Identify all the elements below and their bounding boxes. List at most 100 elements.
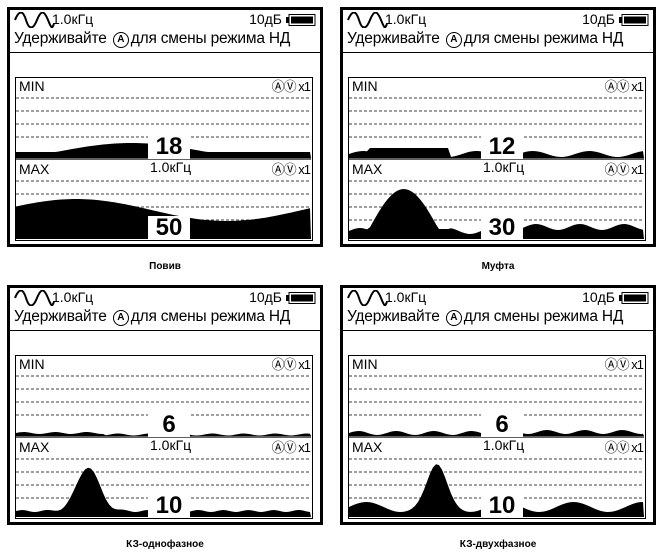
circle-a-icon: A bbox=[445, 32, 462, 48]
max-frequency: 1.0кГц bbox=[149, 437, 193, 453]
frequency-readout: 1.0кГц bbox=[52, 11, 94, 27]
max-label: MAX bbox=[351, 161, 384, 177]
up-down-arrows-icon: ⒶⓋ bbox=[271, 162, 297, 177]
max-scale: x1 bbox=[298, 440, 311, 455]
min-label: MIN bbox=[351, 356, 379, 372]
panel-caption: Повив bbox=[149, 261, 181, 272]
circle-a-icon: A bbox=[112, 32, 129, 48]
min-waveform bbox=[16, 432, 311, 436]
gain-readout: 10дБ bbox=[582, 289, 615, 305]
max-scale-control: ⒶⓋ x1 bbox=[604, 440, 644, 455]
min-scale: x1 bbox=[631, 357, 644, 372]
graphs-area: MIN ⒶⓋ x1 MAX 1.0кГц ⒶⓋ x1 6 10 bbox=[348, 355, 646, 519]
status-bar: 1.0кГц 10дБ bbox=[10, 10, 320, 30]
frequency-readout: 1.0кГц bbox=[385, 11, 427, 27]
min-scale: x1 bbox=[298, 357, 311, 372]
up-down-arrows-icon: ⒶⓋ bbox=[271, 440, 297, 455]
hint-text-before: Удерживайте bbox=[14, 30, 107, 47]
max-frequency: 1.0кГц bbox=[482, 437, 526, 453]
panel-caption: КЗ-однофазное bbox=[126, 539, 204, 550]
status-bar: 1.0кГц 10дБ bbox=[343, 288, 653, 308]
graph-canvas bbox=[349, 375, 644, 517]
battery-icon bbox=[286, 292, 316, 304]
gain-readout: 10дБ bbox=[249, 11, 282, 27]
max-frequency: 1.0кГц bbox=[149, 159, 193, 175]
battery-icon bbox=[286, 14, 316, 26]
min-value: 6 bbox=[148, 413, 190, 437]
graphs-area: MIN ⒶⓋ x1 MAX 1.0кГц ⒶⓋ x1 12 30 bbox=[348, 77, 646, 241]
up-down-arrows-icon: ⒶⓋ bbox=[271, 79, 297, 94]
divider bbox=[343, 330, 653, 331]
up-down-arrows-icon: ⒶⓋ bbox=[271, 357, 297, 372]
circle-a-icon: A bbox=[445, 310, 462, 326]
battery-icon bbox=[619, 292, 649, 304]
max-label: MAX bbox=[351, 439, 384, 455]
hint-text-after: для смены режима НД bbox=[130, 30, 291, 47]
status-bar: 1.0кГц 10дБ bbox=[343, 10, 653, 30]
battery-icon bbox=[619, 14, 649, 26]
min-value: 18 bbox=[148, 135, 190, 159]
gain-readout: 10дБ bbox=[582, 11, 615, 27]
max-waveform bbox=[349, 189, 644, 239]
min-label: MIN bbox=[351, 78, 379, 94]
max-value: 10 bbox=[148, 494, 190, 518]
wave-icon bbox=[347, 12, 388, 28]
up-down-arrows-icon: ⒶⓋ bbox=[604, 79, 630, 94]
graph-canvas bbox=[349, 97, 644, 239]
hint-text-before: Удерживайте bbox=[347, 30, 440, 47]
max-scale-control: ⒶⓋ x1 bbox=[271, 162, 311, 177]
gain-readout: 10дБ bbox=[249, 289, 282, 305]
divider bbox=[10, 52, 320, 53]
up-down-arrows-icon: ⒶⓋ bbox=[604, 357, 630, 372]
divider bbox=[10, 330, 320, 331]
max-value: 50 bbox=[148, 216, 190, 240]
max-value: 30 bbox=[481, 216, 523, 240]
graphs-area: MIN ⒶⓋ x1 MAX 1.0кГц ⒶⓋ x1 18 50 bbox=[15, 77, 313, 241]
max-scale: x1 bbox=[631, 162, 644, 177]
frequency-readout: 1.0кГц bbox=[52, 289, 94, 305]
graph-canvas bbox=[16, 375, 311, 517]
hint-text-before: Удерживайте bbox=[347, 308, 440, 325]
wave-icon bbox=[14, 12, 55, 28]
status-bar: 1.0кГц 10дБ bbox=[10, 288, 320, 308]
min-scale-control: ⒶⓋ x1 bbox=[271, 79, 311, 94]
max-waveform bbox=[16, 467, 311, 517]
wave-icon bbox=[347, 290, 388, 306]
divider bbox=[343, 52, 653, 53]
max-scale: x1 bbox=[631, 440, 644, 455]
panel-caption: Муфта bbox=[481, 261, 515, 272]
hint-text-after: для смены режима НД bbox=[130, 308, 291, 325]
max-value: 10 bbox=[481, 494, 523, 518]
max-label: MAX bbox=[18, 161, 51, 177]
max-scale: x1 bbox=[298, 162, 311, 177]
min-value: 6 bbox=[481, 413, 523, 437]
max-label: MAX bbox=[18, 439, 51, 455]
min-scale: x1 bbox=[631, 79, 644, 94]
min-scale-control: ⒶⓋ x1 bbox=[271, 357, 311, 372]
min-waveform bbox=[349, 148, 644, 158]
graphs-area: MIN ⒶⓋ x1 MAX 1.0кГц ⒶⓋ x1 6 10 bbox=[15, 355, 313, 519]
max-scale-control: ⒶⓋ x1 bbox=[271, 440, 311, 455]
max-frequency: 1.0кГц bbox=[482, 159, 526, 175]
hint-text-after: для смены режима НД bbox=[463, 30, 624, 47]
min-label: MIN bbox=[18, 356, 46, 372]
circle-a-icon: A bbox=[112, 310, 129, 326]
wave-icon bbox=[14, 290, 55, 306]
min-waveform bbox=[349, 430, 644, 436]
min-scale: x1 bbox=[298, 79, 311, 94]
min-value: 12 bbox=[481, 135, 523, 159]
up-down-arrows-icon: ⒶⓋ bbox=[604, 440, 630, 455]
min-scale-control: ⒶⓋ x1 bbox=[604, 79, 644, 94]
up-down-arrows-icon: ⒶⓋ bbox=[604, 162, 630, 177]
max-waveform bbox=[349, 464, 644, 517]
min-scale-control: ⒶⓋ x1 bbox=[604, 357, 644, 372]
min-label: MIN bbox=[18, 78, 46, 94]
